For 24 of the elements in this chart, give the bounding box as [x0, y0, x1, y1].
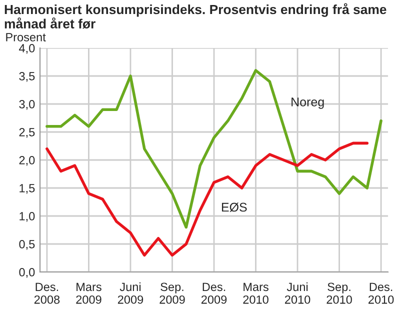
- y-axis-title: Prosent: [6, 33, 46, 42]
- series-label: EØS: [222, 202, 247, 212]
- y-tick-label: 0,5: [19, 240, 35, 250]
- y-tick-label: 2,0: [19, 156, 35, 166]
- x-tick-label: Sep. 2009: [160, 282, 185, 304]
- x-tick-label: Sep. 2010: [326, 282, 352, 304]
- chart-title: Harmonisert konsumprisindeks. Prosentvis endring frå same månad året før: [4, 3, 386, 29]
- x-tick-label: Mars 2009: [76, 282, 102, 304]
- series-label: Noreg: [292, 98, 324, 109]
- y-tick-label: 1,5: [20, 184, 35, 194]
- y-tick-label: 2,5: [19, 128, 35, 138]
- x-tick-label: Des. 2008: [34, 282, 60, 304]
- line-series: [46, 69, 382, 229]
- y-tick-label: 0,0: [19, 268, 35, 278]
- x-tick-label: Mars 2010: [243, 282, 268, 304]
- y-tick-label: 4,0: [19, 44, 35, 54]
- line-series: [46, 142, 369, 257]
- y-tick-label: 1,0: [20, 212, 35, 222]
- x-tick-label: Juni 2010: [284, 282, 310, 304]
- y-tick-label: 3,5: [19, 72, 35, 82]
- y-tick-label: 3,0: [19, 100, 35, 110]
- x-tick-label: Juni 2009: [118, 282, 144, 304]
- x-tick-label: Des. 2010: [368, 282, 394, 304]
- x-tick-label: Des. 2009: [201, 282, 227, 304]
